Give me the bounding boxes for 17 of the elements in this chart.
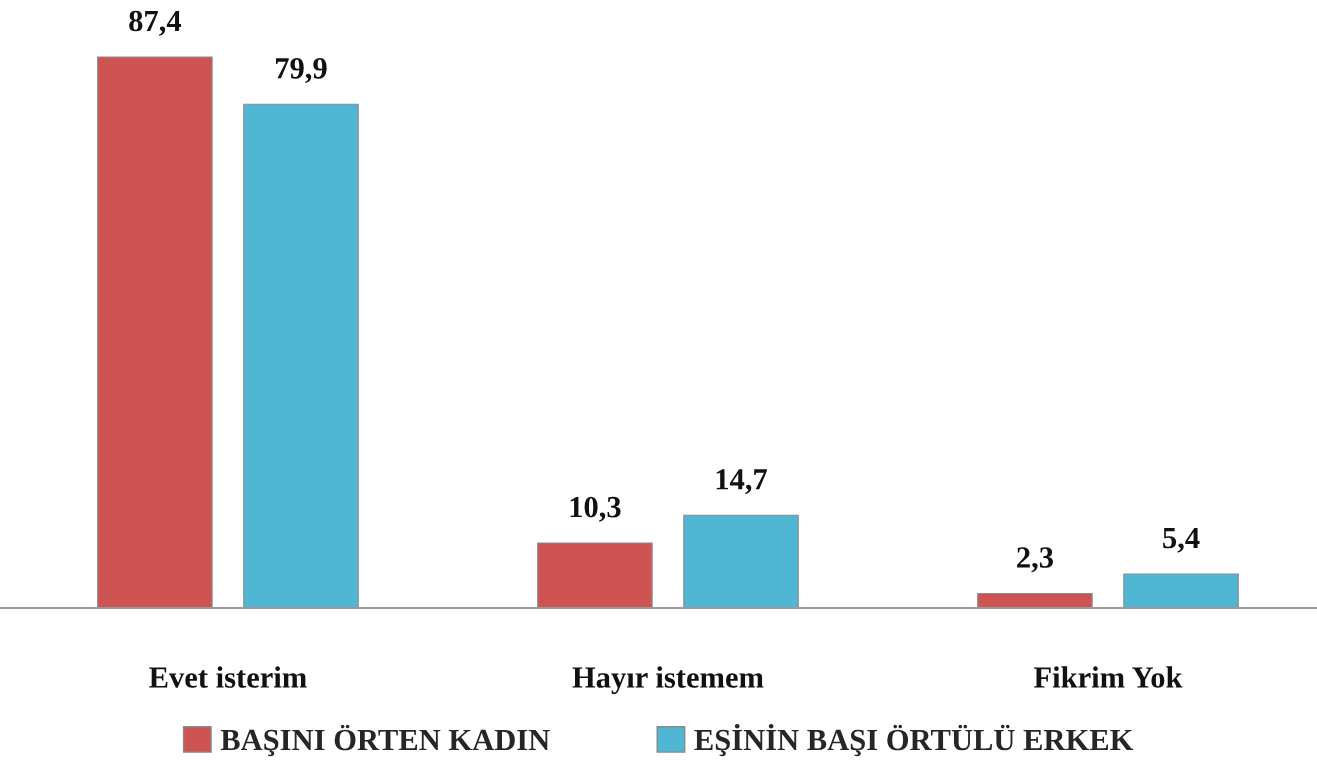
x-tick-label: Hayır istemem [572, 666, 764, 695]
data-label: 79,9 [275, 58, 327, 84]
bar [977, 592, 1093, 608]
legend-label: EŞİNİN BAŞI ÖRTÜLÜ ERKEK [694, 723, 1134, 757]
x-tick-label: Evet isterim [149, 666, 307, 688]
bar [243, 103, 359, 608]
legend-label: BAŞINI ÖRTEN KADIN [220, 724, 550, 757]
bar [97, 56, 213, 608]
bar [683, 514, 799, 608]
data-label: 2,3 [1017, 547, 1053, 573]
x-tick-label: Fikrim Yok [1033, 666, 1183, 688]
bar [1123, 573, 1239, 608]
bar [537, 542, 653, 608]
data-label: 10,3 [570, 496, 621, 522]
data-label: 87,4 [129, 10, 182, 36]
data-label: 14,7 [716, 469, 767, 495]
data-label: 5,4 [1163, 527, 1200, 553]
